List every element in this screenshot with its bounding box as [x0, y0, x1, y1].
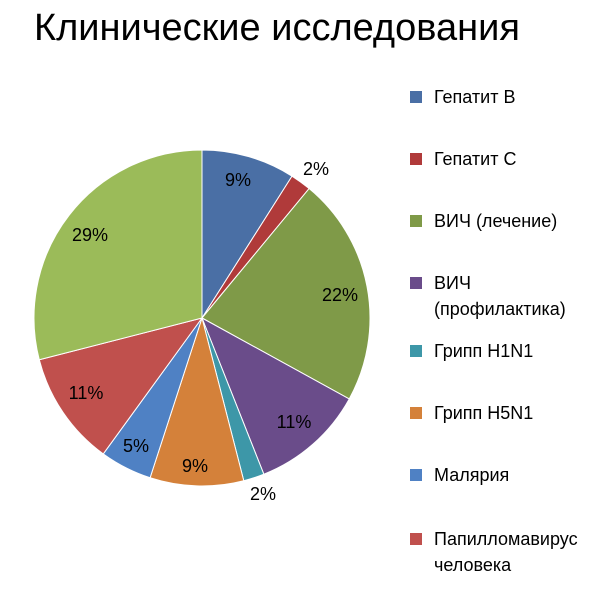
pie-slice [201, 187, 371, 400]
slice-data-label: 9% [225, 170, 251, 190]
slice-data-label: 11% [69, 383, 104, 403]
pie-slice [33, 149, 203, 361]
slice-data-label: 2% [303, 159, 329, 179]
slice-data-label: 5% [123, 436, 149, 456]
slice-data-label: 29% [72, 225, 108, 245]
legend-swatch [410, 533, 422, 545]
pie-slice [201, 316, 350, 475]
legend-label: Грипп H1N1 [434, 341, 534, 361]
legend: Гепатит В Гепатит С ВИЧ (лечение) ВИЧ (проф… [410, 0, 600, 591]
legend-label: Гепатит В [434, 87, 516, 107]
legend-swatch [410, 215, 422, 227]
chart-title: Клинические исследования [34, 7, 520, 49]
slice-data-label: 11% [277, 412, 312, 432]
legend-swatch [410, 91, 422, 103]
legend-label: ВИЧ (лечение) [434, 211, 558, 231]
pie-slice [149, 316, 245, 487]
legend-label: Грипп H5N1 [434, 403, 534, 423]
legend-label: Малярия [434, 465, 510, 485]
legend-swatch [410, 407, 422, 419]
legend-swatch [410, 345, 422, 357]
slice-data-label: 2% [250, 484, 276, 504]
legend-label: ВИЧ (профилактика) [434, 273, 566, 319]
legend-label: Гепатит С [434, 149, 517, 169]
slice-data-label: 9% [182, 456, 208, 476]
legend-label: Папилломавирус человека [434, 529, 578, 575]
slice-data-label: 22% [322, 285, 358, 305]
legend-swatch [410, 277, 422, 289]
legend-swatch [410, 153, 422, 165]
pie-slice [201, 149, 293, 320]
legend-swatch [410, 469, 422, 481]
pie-slice [38, 317, 204, 455]
